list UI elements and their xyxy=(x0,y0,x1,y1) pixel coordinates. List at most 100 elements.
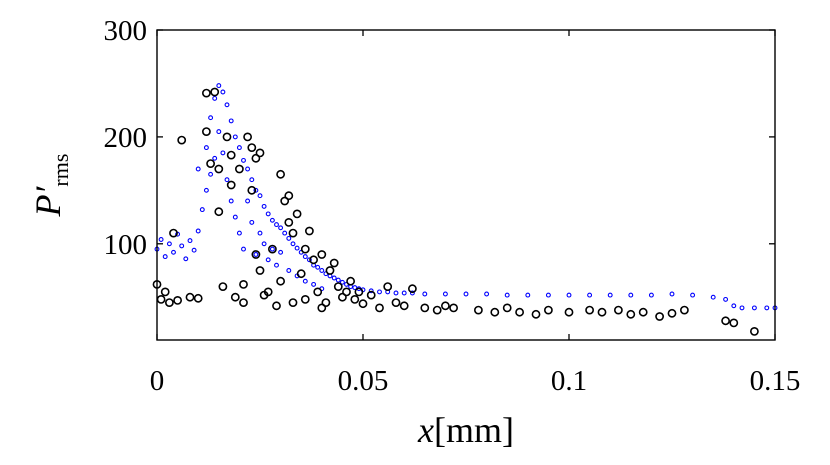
series-0-point xyxy=(401,290,407,296)
series-1-point xyxy=(304,226,314,236)
series-0-point xyxy=(393,290,399,296)
series-0-point xyxy=(253,252,259,257)
series-1-point xyxy=(276,169,285,179)
series-1-point xyxy=(597,307,607,317)
series-0-point xyxy=(278,249,284,255)
series-0-point xyxy=(224,102,230,108)
series-0-point xyxy=(331,275,337,281)
y-tick-label: 200 xyxy=(104,122,148,154)
series-0-point xyxy=(286,268,292,273)
y-tick-label: 300 xyxy=(104,15,148,47)
series-0-point xyxy=(484,291,490,297)
series-1-point xyxy=(239,298,248,307)
series-0-point xyxy=(269,217,275,223)
series-1-point xyxy=(276,276,285,286)
x-axis-label: x[mm] xyxy=(417,410,514,450)
series-1-point xyxy=(358,299,368,309)
series-0-point xyxy=(257,193,263,199)
series-0-point xyxy=(208,115,214,121)
series-0-point xyxy=(236,230,242,236)
series-1-point xyxy=(201,127,211,136)
series-1-point xyxy=(201,88,211,98)
series-1-point xyxy=(432,305,442,315)
series-0-point xyxy=(236,145,242,151)
series-1-point xyxy=(667,308,677,318)
series-0-point xyxy=(274,222,279,228)
series-1-point xyxy=(638,307,648,317)
series-0-point xyxy=(525,292,531,298)
y-tick-label: 100 xyxy=(104,229,148,261)
series-1-point xyxy=(729,318,739,328)
series-1-point xyxy=(160,287,170,297)
series-0-point xyxy=(265,211,271,217)
series-1-point xyxy=(342,287,351,297)
series-0-point xyxy=(208,171,214,177)
series-0-point xyxy=(195,166,201,172)
series-0-point xyxy=(203,187,209,193)
series-1-point xyxy=(247,185,257,195)
series-0-point xyxy=(739,305,745,311)
series-1-point xyxy=(515,307,524,317)
series-1-point xyxy=(288,228,298,238)
series-0-point xyxy=(710,294,716,300)
series-0-point xyxy=(257,230,263,236)
series-1-point xyxy=(251,153,261,163)
series-0-point xyxy=(290,241,296,247)
series-1-point xyxy=(333,282,343,291)
series-0-point xyxy=(302,254,308,260)
series-0-point xyxy=(315,264,321,270)
series-0-point xyxy=(162,254,168,260)
series-0-point xyxy=(179,243,185,249)
series-0-point xyxy=(253,187,259,193)
series-0-point xyxy=(587,292,593,298)
series-0-point xyxy=(545,292,551,298)
series-1-point xyxy=(226,150,236,160)
series-0-point xyxy=(764,305,770,311)
series-0-point xyxy=(187,238,193,244)
series-0-point xyxy=(195,228,201,234)
series-1-point xyxy=(247,143,257,152)
series-1-point xyxy=(226,180,236,190)
series-1-point xyxy=(173,295,182,305)
series-0-point xyxy=(269,246,275,252)
series-0-point xyxy=(352,285,358,291)
series-1-point xyxy=(750,326,759,336)
plot-frame xyxy=(156,29,776,341)
series-1-point xyxy=(296,269,306,279)
series-1-point xyxy=(292,209,302,219)
series-1-point xyxy=(313,287,323,297)
series-0-point xyxy=(245,166,251,172)
series-0-point xyxy=(294,245,300,251)
series-1-point xyxy=(284,191,294,201)
series-0-point xyxy=(265,257,271,263)
series-1-point xyxy=(531,309,541,319)
series-1-point xyxy=(350,294,360,304)
series-0-point xyxy=(199,207,205,213)
series-0-point xyxy=(368,288,374,294)
series-0-point xyxy=(241,157,246,163)
series-1-point xyxy=(164,298,174,307)
ticks-layer: 0 0.05 0.1 0.15 100 200 300 xyxy=(104,15,801,397)
y-axis-label: P′rms xyxy=(28,154,73,218)
series-1-point xyxy=(300,294,310,304)
series-0-point xyxy=(628,292,634,298)
series-0-point xyxy=(249,177,255,183)
series-1-point xyxy=(185,292,195,302)
series-0-point xyxy=(302,278,308,284)
series-0-point xyxy=(220,150,226,156)
series-1-point xyxy=(169,228,178,238)
series-0-point xyxy=(723,296,729,302)
series-0-point xyxy=(422,291,428,297)
series-0-point xyxy=(228,118,234,124)
series-1-point xyxy=(391,298,401,307)
series-1-point xyxy=(655,312,664,321)
x-tick-label: 0 xyxy=(150,365,165,397)
series-1-point xyxy=(502,303,512,313)
series-0-point xyxy=(286,235,292,241)
series-1-point xyxy=(490,307,500,317)
data-points-layer xyxy=(152,83,778,336)
series-1-point xyxy=(325,266,335,275)
series-1-point xyxy=(614,305,623,315)
series-1-point xyxy=(354,287,364,297)
